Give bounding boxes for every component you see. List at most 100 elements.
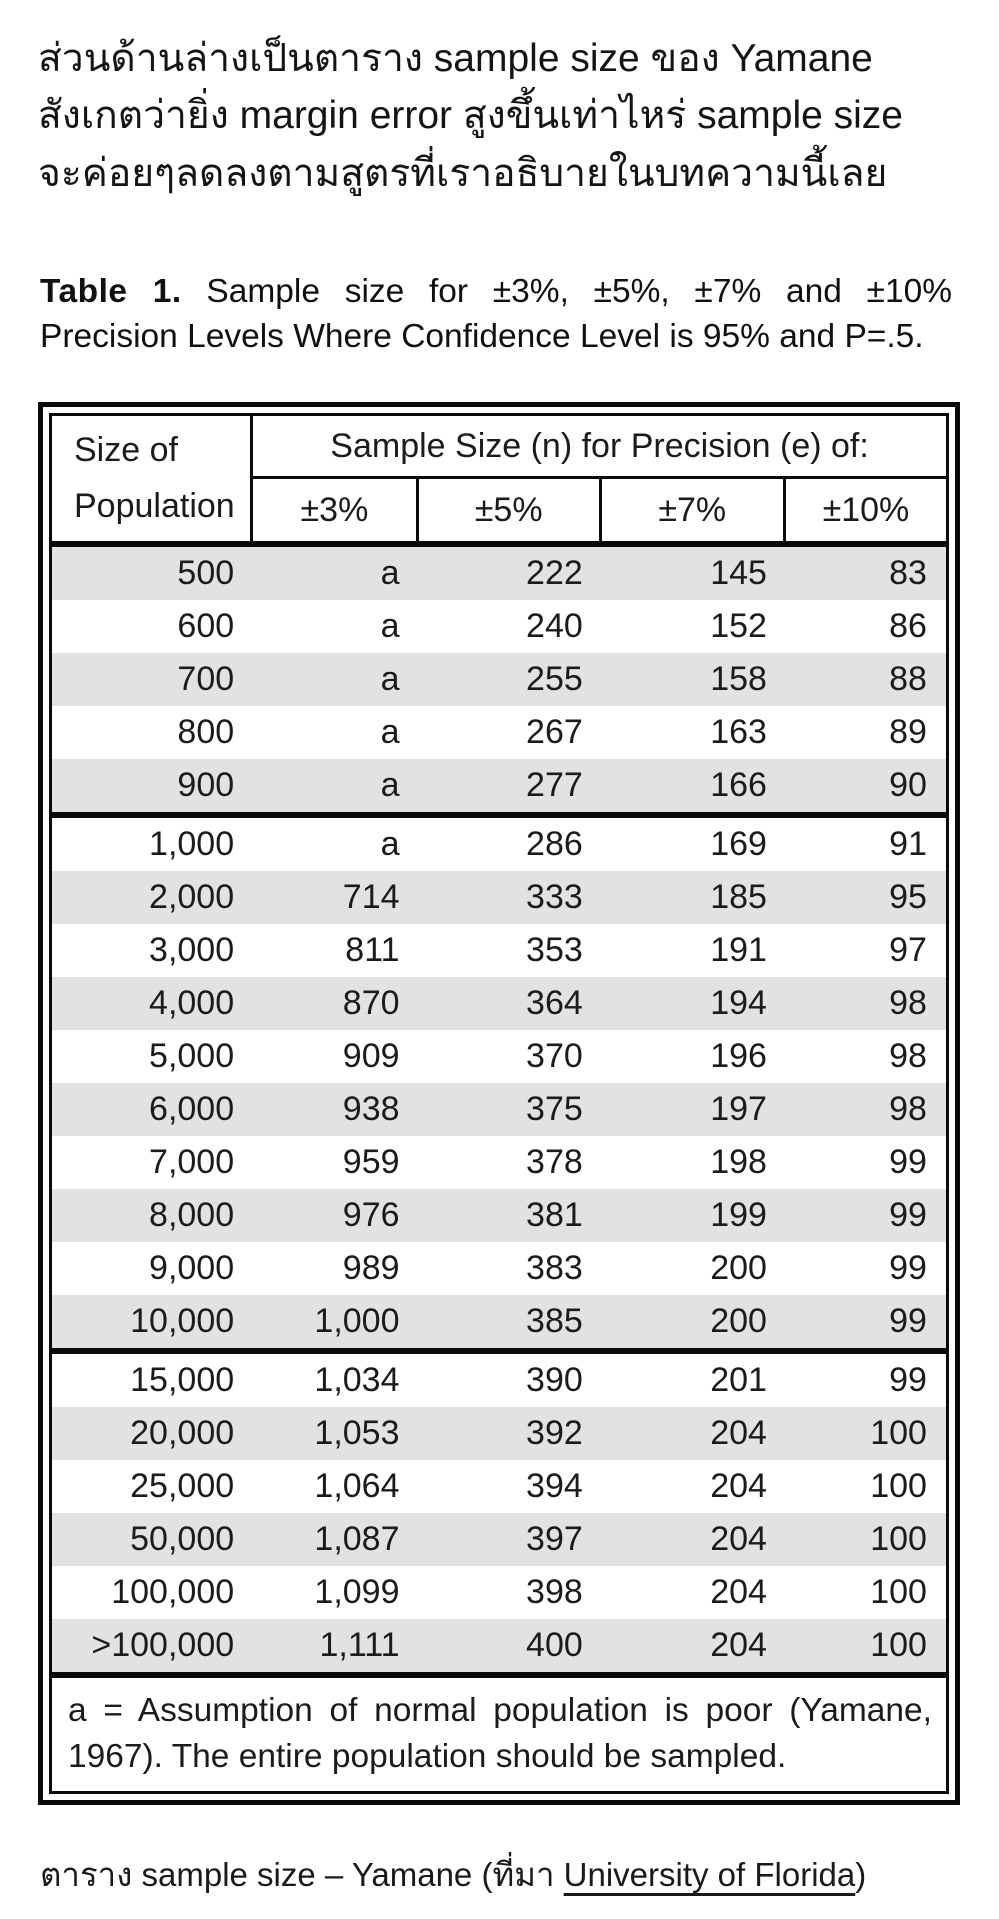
- table-row: 600 a 240 152 86: [52, 600, 946, 653]
- table-row: 15,000 1,034 390 201 99: [52, 1354, 946, 1407]
- cell-sample-size: 185: [710, 878, 767, 916]
- table-row: 700 a 255 158 88: [52, 653, 946, 706]
- cell-sample-size: 166: [710, 766, 767, 804]
- table-row: 2,000 714 333 185 95: [52, 871, 946, 924]
- cell-sample-size: 100: [870, 1573, 927, 1611]
- table-title-text: Sample size for ±3%, ±5%, ±7% and ±10% P…: [40, 273, 952, 355]
- cell-sample-size: 100: [870, 1414, 927, 1452]
- cell-sample-size: 100: [870, 1520, 927, 1558]
- table-row: 900 a 277 166 90: [52, 759, 946, 812]
- table-footnote: a = Assumption of normal population is p…: [49, 1675, 949, 1795]
- cell-sample-size: 191: [710, 931, 767, 969]
- table-header: Size of Population Sample Size (n) for P…: [49, 413, 949, 544]
- cell-population: 1,000: [149, 825, 235, 863]
- cell-sample-size: 959: [342, 1143, 400, 1181]
- cell-sample-size: 204: [710, 1573, 767, 1611]
- col-header-precision-7: ±7%: [602, 479, 786, 541]
- cell-population: 100,000: [111, 1573, 235, 1611]
- caption-link[interactable]: University of Florida: [563, 1856, 856, 1893]
- table-row: 1,000 a 286 169 91: [52, 818, 946, 871]
- cell-sample-size: 196: [710, 1037, 767, 1075]
- table-row: 6,000 938 375 197 98: [52, 1083, 946, 1136]
- cell-sample-size: 204: [710, 1467, 767, 1505]
- cell-sample-size: 88: [889, 660, 927, 698]
- col-header-population: Size of Population: [52, 416, 254, 541]
- col-header-precision-5: ±5%: [419, 479, 602, 541]
- cell-sample-size: 197: [710, 1090, 767, 1128]
- cell-population: 500: [177, 554, 235, 592]
- cell-sample-size: 95: [889, 878, 927, 916]
- col-header-group: Sample Size (n) for Precision (e) of:: [253, 416, 946, 479]
- cell-sample-size: 201: [710, 1361, 767, 1399]
- cell-sample-size: 158: [710, 660, 767, 698]
- cell-sample-size: 398: [526, 1573, 583, 1611]
- cell-population: 8,000: [149, 1196, 235, 1234]
- cell-sample-size: 198: [710, 1143, 767, 1181]
- cell-sample-size: 277: [526, 766, 583, 804]
- intro-line: จะค่อยๆลดลงตามสูตรที่เราอธิบายในบทความนี…: [38, 151, 888, 195]
- table-row: 3,000 811 353 191 97: [52, 924, 946, 977]
- intro-line: สังเกตว่ายิ่ง margin error สูงขึ้นเท่าไห…: [38, 94, 903, 138]
- cell-sample-size: 99: [889, 1361, 927, 1399]
- table-row: 20,000 1,053 392 204 100: [52, 1407, 946, 1460]
- cell-sample-size: 383: [526, 1249, 583, 1287]
- cell-sample-size: 870: [342, 984, 400, 1022]
- cell-sample-size: 200: [710, 1302, 767, 1340]
- intro-paragraph: ส่วนด้านล่างเป็นตาราง sample size ของ Ya…: [38, 30, 968, 202]
- cell-sample-size: 378: [526, 1143, 583, 1181]
- cell-population: 800: [177, 713, 235, 751]
- table-row: 800 a 267 163 89: [52, 706, 946, 759]
- table-row: 4,000 870 364 194 98: [52, 977, 946, 1030]
- cell-sample-size: 1,053: [314, 1414, 400, 1452]
- cell-population: 20,000: [130, 1414, 235, 1452]
- cell-sample-size: 375: [526, 1090, 583, 1128]
- cell-sample-size: 240: [526, 607, 583, 645]
- cell-sample-size: 1,087: [314, 1520, 400, 1558]
- table-body-section: 15,000 1,034 390 201 99 20,000 1,053 392 204 100 2…: [49, 1351, 949, 1675]
- cell-sample-size: 381: [526, 1196, 583, 1234]
- cell-population: 700: [177, 660, 235, 698]
- table-row: 25,000 1,064 394 204 100: [52, 1460, 946, 1513]
- table-row: 7,000 959 378 198 99: [52, 1136, 946, 1189]
- cell-sample-size: 98: [889, 984, 927, 1022]
- col-header-population-line2: Population: [74, 487, 235, 526]
- cell-sample-size: 99: [889, 1249, 927, 1287]
- cell-sample-size: 811: [345, 931, 400, 969]
- cell-sample-size: 163: [710, 713, 767, 751]
- cell-sample-size: 145: [710, 554, 767, 592]
- cell-sample-size: a: [380, 554, 400, 592]
- cell-sample-size: a: [380, 713, 400, 751]
- cell-sample-size: 199: [710, 1196, 767, 1234]
- cell-sample-size: a: [380, 607, 400, 645]
- cell-sample-size: 394: [526, 1467, 583, 1505]
- cell-sample-size: 86: [889, 607, 927, 645]
- cell-sample-size: 194: [710, 984, 767, 1022]
- cell-population: 50,000: [130, 1520, 235, 1558]
- cell-sample-size: a: [380, 766, 400, 804]
- cell-sample-size: 89: [889, 713, 927, 751]
- cell-sample-size: 99: [889, 1302, 927, 1340]
- table-title: Table 1. Sample size for ±3%, ±5%, ±7% a…: [40, 270, 952, 359]
- table-body-section: 1,000 a 286 169 91 2,000 714 333 185 95 3,000 811 35…: [49, 815, 949, 1351]
- table-row: 8,000 976 381 199 99: [52, 1189, 946, 1242]
- table-row: 9,000 989 383 200 99: [52, 1242, 946, 1295]
- cell-sample-size: 397: [526, 1520, 583, 1558]
- cell-population: 9,000: [149, 1249, 235, 1287]
- cell-sample-size: 353: [526, 931, 583, 969]
- cell-sample-size: 100: [870, 1626, 927, 1664]
- cell-sample-size: a: [380, 660, 400, 698]
- cell-sample-size: 98: [889, 1090, 927, 1128]
- image-caption: ตาราง sample size – Yamane (ที่มา Univer…: [40, 1848, 970, 1901]
- cell-sample-size: 204: [710, 1520, 767, 1558]
- cell-sample-size: 97: [889, 931, 927, 969]
- cell-population: 10,000: [130, 1302, 235, 1340]
- col-header-precision-3: ±3%: [253, 479, 419, 541]
- table-row: 10,000 1,000 385 200 99: [52, 1295, 946, 1348]
- col-header-population-line1: Size of: [74, 430, 178, 469]
- cell-sample-size: 364: [526, 984, 583, 1022]
- cell-sample-size: 222: [526, 554, 583, 592]
- cell-sample-size: 204: [710, 1414, 767, 1452]
- cell-sample-size: 98: [889, 1037, 927, 1075]
- cell-sample-size: 204: [710, 1626, 767, 1664]
- cell-sample-size: a: [380, 825, 400, 863]
